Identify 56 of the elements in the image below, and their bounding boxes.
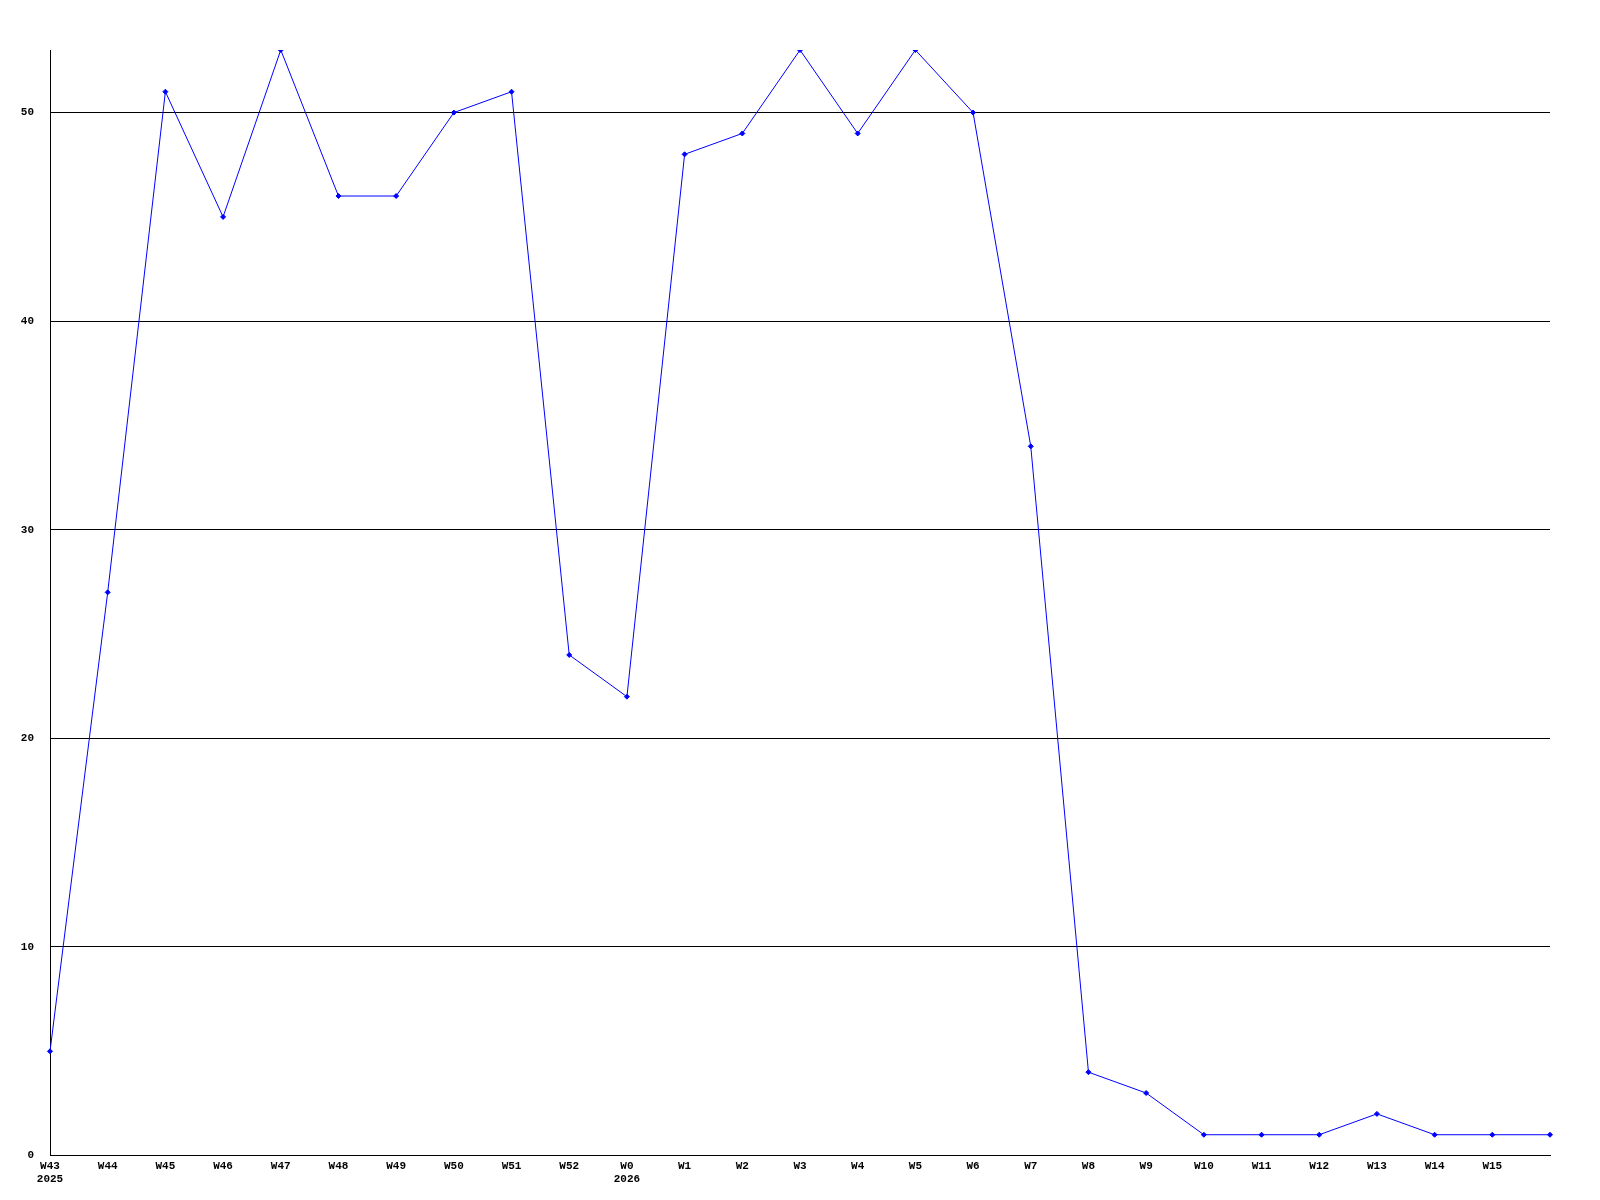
y-tick-label: 20 [20, 732, 34, 745]
point [739, 130, 746, 137]
x-tick-label: W43 2025 [36, 1159, 64, 1186]
y-tick-label: 10 [20, 940, 34, 953]
x-tick-label: W12 [1309, 1159, 1330, 1172]
point [1200, 1131, 1207, 1138]
x-tick-label: W50 [443, 1159, 464, 1172]
x-tick-label: W13 [1367, 1159, 1388, 1172]
x-tick-label: W0 2026 [613, 1159, 641, 1186]
x-tick-label: W10 [1193, 1159, 1214, 1172]
point [1143, 1090, 1150, 1097]
x-tick-label: W44 [97, 1159, 118, 1172]
x-tick-label: W7 [1024, 1159, 1038, 1172]
y-tick-label: 50 [20, 106, 34, 119]
x-tick-label: W52 [559, 1159, 580, 1172]
x-tick-label: W15 [1482, 1159, 1503, 1172]
point [335, 193, 342, 200]
x-tick-label: W47 [270, 1159, 291, 1172]
point [566, 651, 573, 658]
point [623, 693, 630, 700]
x-tick-label: W14 [1424, 1159, 1445, 1172]
point [104, 589, 111, 596]
x-tick-label: W3 [793, 1159, 807, 1172]
point [1085, 1069, 1092, 1076]
x-tick-label: W45 [155, 1159, 176, 1172]
point [162, 88, 169, 95]
x-tick-label: W9 [1139, 1159, 1153, 1172]
point [1489, 1131, 1496, 1138]
x-tick-label: W46 [213, 1159, 233, 1172]
x-tick-label: W4 [851, 1159, 865, 1172]
point [1547, 1131, 1553, 1138]
point [681, 151, 688, 158]
x-tick-label: W11 [1251, 1159, 1272, 1172]
x-tick-label: W2 [735, 1159, 749, 1172]
point [854, 130, 861, 137]
point [1431, 1131, 1438, 1138]
y-tick-label: 40 [20, 314, 34, 327]
x-tick-label: W48 [328, 1159, 349, 1172]
x-tick-label: W51 [501, 1159, 522, 1172]
point [220, 213, 227, 220]
point [970, 109, 977, 116]
point [1373, 1110, 1380, 1117]
y-tick-label: 0 [27, 1149, 34, 1162]
x-tick-label: W1 [678, 1159, 692, 1172]
point [393, 193, 400, 200]
x-tick-label: W6 [966, 1159, 980, 1172]
point [1258, 1131, 1265, 1138]
point [450, 109, 457, 116]
x-tick-label: W49 [386, 1159, 407, 1172]
point [508, 88, 515, 95]
point [47, 1048, 53, 1055]
point [1316, 1131, 1323, 1138]
y-tick-label: 30 [20, 523, 34, 536]
x-tick-label: W5 [908, 1159, 923, 1172]
x-tick-label: W8 [1081, 1159, 1096, 1172]
point [1027, 443, 1034, 450]
